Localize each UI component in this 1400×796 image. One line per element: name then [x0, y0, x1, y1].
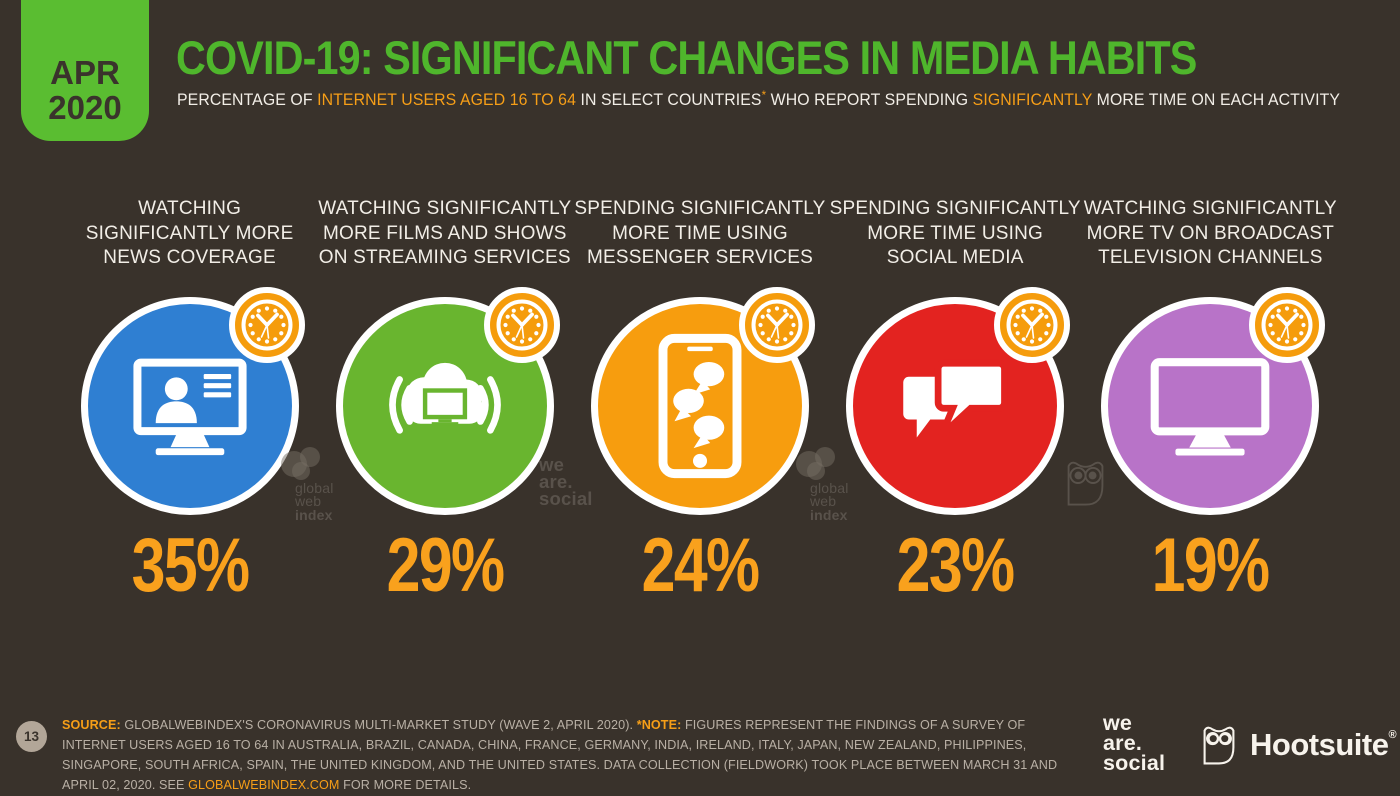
news-broadcast-icon	[133, 358, 247, 456]
date-year: 2020	[48, 88, 122, 126]
stat-card-tv: WATCHING SIGNIFICANTLY MORE TV ON BROADC…	[1083, 197, 1338, 604]
subtitle: PERCENTAGE OF INTERNET USERS AGED 16 TO …	[177, 88, 1388, 110]
stat-value: 29%	[386, 523, 505, 608]
hootsuite-wordmark: Hootsuite ®	[1250, 727, 1397, 762]
source-label: SOURCE:	[62, 718, 121, 732]
stat-card-news: WATCHING SIGNIFICANTLY MORE NEWS COVERAG…	[62, 197, 317, 604]
stat-value: 35%	[131, 523, 250, 608]
subtitle-part: WHO REPORT SPENDING	[766, 91, 973, 109]
registered-mark: ®	[1388, 729, 1397, 741]
we-are-social-logo: we are. social	[1103, 711, 1166, 775]
stat-label: SPENDING SIGNIFICANTLY MORE TIME USING M…	[574, 198, 826, 269]
page-title: COVID-19: SIGNIFICANT CHANGES IN MEDIA H…	[176, 31, 1197, 84]
subtitle-part: MORE TIME ON EACH ACTIVITY	[1092, 91, 1341, 109]
streaming-cloud-icon	[388, 362, 501, 434]
globalwebindex-watermark: global web index	[281, 447, 334, 522]
hootsuite-owl-icon	[1203, 726, 1235, 765]
stat-label: WATCHING SIGNIFICANTLY MORE TV ON BROADC…	[1083, 198, 1337, 269]
globalwebindex-url: GLOBALWEBINDEX.COM	[188, 777, 340, 792]
subtitle-highlight: INTERNET USERS AGED 16 TO 64	[317, 91, 576, 109]
source-note: SOURCE: GLOBALWEBINDEX'S CORONAVIRUS MUL…	[62, 718, 1058, 792]
stat-value: 23%	[896, 523, 1016, 608]
hootsuite-owl-watermark	[1062, 452, 1109, 519]
clock-icon	[1249, 287, 1326, 363]
clock-icon	[738, 287, 815, 363]
we-are-social-watermark: we are. social	[539, 454, 593, 510]
social-chat-icon	[903, 359, 1009, 438]
stat-card-row: WATCHING SIGNIFICANTLY MORE NEWS COVERAG…	[62, 197, 1338, 604]
stat-value: 19%	[1151, 523, 1271, 608]
messenger-phone-icon	[658, 333, 742, 479]
globalwebindex-watermark: global web index	[796, 447, 849, 522]
stat-card-streaming: WATCHING SIGNIFICANTLY MORE FILMS AND SH…	[317, 197, 572, 604]
streaming-circle	[335, 297, 554, 515]
stat-label: WATCHING SIGNIFICANTLY MORE NEWS COVERAG…	[85, 198, 294, 269]
stat-label: WATCHING SIGNIFICANTLY MORE FILMS AND SH…	[318, 198, 572, 269]
stat-value: 24%	[641, 523, 761, 608]
hootsuite-logo: Hootsuite ®	[1199, 723, 1397, 767]
page-number-badge: 13	[16, 721, 47, 752]
clock-icon	[483, 287, 560, 363]
date-badge: APR 2020	[21, 0, 149, 141]
clock-icon	[994, 287, 1071, 363]
note-label: *NOTE:	[636, 718, 682, 732]
date-month: APR	[50, 54, 120, 92]
globalwebindex-logo-icon	[281, 447, 325, 481]
footnote-asterisk: *	[761, 88, 767, 102]
broadcast-tv-icon	[1151, 358, 1270, 456]
stat-label: SPENDING SIGNIFICANTLY MORE TIME USING S…	[829, 198, 1081, 269]
stat-card-messenger: SPENDING SIGNIFICANTLY MORE TIME USING M…	[572, 197, 827, 604]
subtitle-highlight: SIGNIFICANTLY	[972, 91, 1093, 109]
clock-icon	[228, 287, 305, 363]
social-circle	[846, 297, 1065, 515]
stat-card-social: SPENDING SIGNIFICANTLY MORE TIME USING S…	[828, 197, 1083, 604]
subtitle-part: IN SELECT COUNTRIES	[575, 91, 762, 109]
subtitle-part: PERCENTAGE OF	[177, 91, 318, 109]
globalwebindex-logo-icon	[796, 447, 840, 481]
owl-outline-icon	[1067, 461, 1104, 506]
